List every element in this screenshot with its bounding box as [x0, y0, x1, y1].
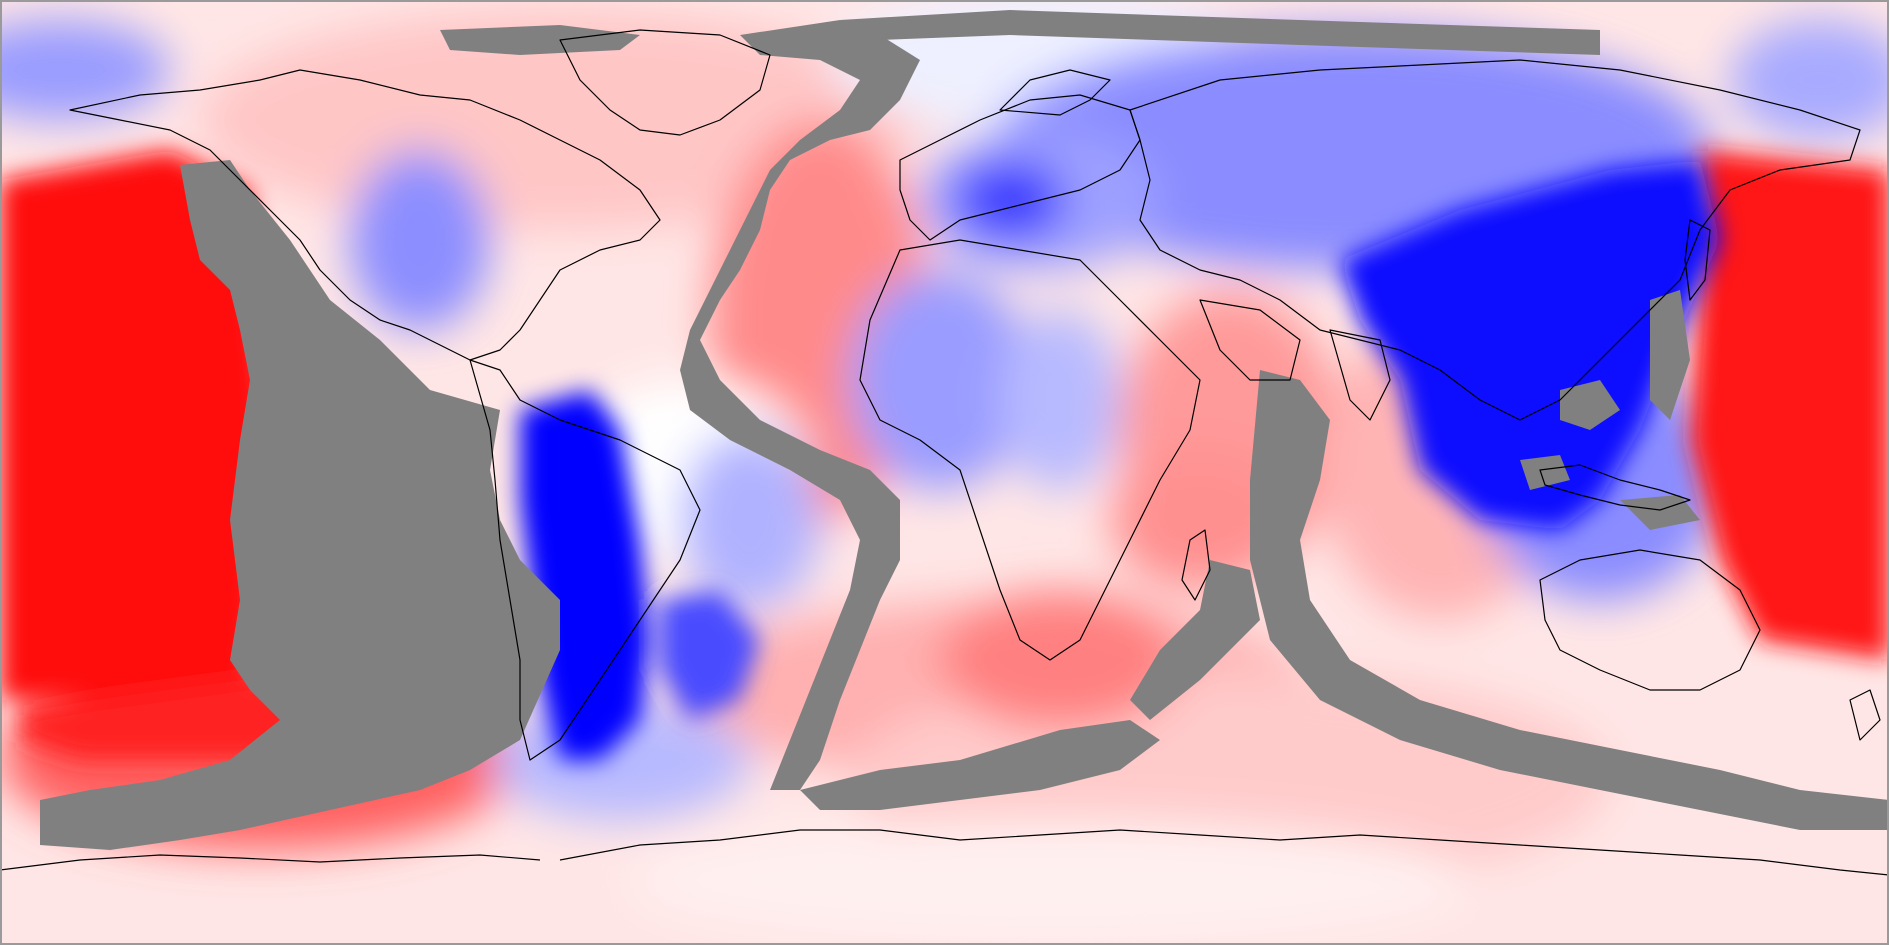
- africa-coast: [859, 239, 1201, 661]
- greenland-coast: [559, 29, 771, 136]
- antarctica-west-coast: [0, 854, 541, 871]
- strong-negative-field: [520, 160, 1720, 760]
- indonesia-coast: [1539, 464, 1691, 511]
- south-america-coast: [469, 359, 701, 761]
- india-coast: [1329, 329, 1391, 421]
- australia-coast: [1539, 549, 1761, 691]
- arabia-coast: [1199, 299, 1301, 381]
- new-zealand-coast: [1849, 689, 1881, 741]
- madagascar-coast: [1181, 529, 1211, 601]
- strong-positive-field: [0, 150, 1889, 760]
- asia-coast: [1129, 59, 1861, 421]
- scandinavia-coast: [999, 69, 1111, 116]
- japan-coast: [1684, 219, 1711, 301]
- coastlines: [0, 29, 1889, 876]
- antarctica-coast: [559, 829, 1889, 876]
- north-america-coast: [69, 69, 661, 361]
- no-data-mask: [40, 10, 1889, 850]
